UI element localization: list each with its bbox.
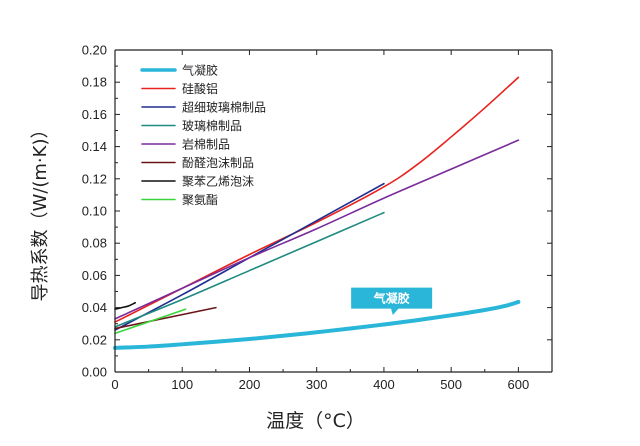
legend-label: 气凝胶 <box>182 63 218 78</box>
legend-label: 硅酸铝 <box>182 81 218 96</box>
axes-layer: 0 100 200 300 400 500 600 0.00 0.02 0.04 0.06 0.08 0… <box>82 43 553 392</box>
x-tick-label: 400 <box>373 377 395 392</box>
x-tick-label: 600 <box>508 377 530 392</box>
annotation-layer: 气凝胶 <box>350 286 434 318</box>
y-tick-label: 0.02 <box>82 332 107 347</box>
y-axis-title: 导热系数（W/(m·K)） <box>30 121 51 302</box>
y-tick-label: 0.08 <box>82 236 107 251</box>
y-tick-label: 0.10 <box>82 204 107 219</box>
series-layer <box>113 76 521 350</box>
y-tick-label: 0.18 <box>82 75 107 90</box>
y-tick-label: 0.06 <box>82 268 107 283</box>
legend-label: 岩棉制品 <box>182 137 230 152</box>
legend-label: 聚苯乙烯泡沫 <box>182 175 254 189</box>
y-tick-label: 0.00 <box>82 365 107 380</box>
annotation-callout-box <box>350 286 434 318</box>
y-tick-label: 0.04 <box>82 300 107 315</box>
y-tick-label: 0.20 <box>82 43 107 58</box>
series-line-4 <box>114 139 520 320</box>
legend-label: 超细玻璃棉制品 <box>182 100 266 115</box>
axis-titles: 温度（°C） 导热系数（W/(m·K)） <box>30 121 365 432</box>
series-line-0 <box>113 299 521 350</box>
legend-label: 酚醛泡沫制品 <box>182 155 254 170</box>
y-tick-label: 0.16 <box>82 107 107 122</box>
series-line-3 <box>114 211 385 328</box>
legend-label: 玻璃棉制品 <box>182 119 242 133</box>
series-line-7 <box>114 308 187 335</box>
x-tick-label: 200 <box>239 377 261 392</box>
legend-label: 聚氨酯 <box>182 193 218 207</box>
y-tick-label: 0.14 <box>82 139 107 154</box>
x-axis-title: 温度（°C） <box>266 410 365 432</box>
y-tick-label: 0.12 <box>82 171 107 186</box>
x-tick-label: 300 <box>306 377 328 392</box>
series-line-5 <box>114 306 217 330</box>
x-tick-label: 0 <box>111 377 118 392</box>
x-tick-label: 500 <box>440 377 462 392</box>
x-tick-label: 100 <box>171 377 193 392</box>
annotation-label: 气凝胶 <box>373 291 410 306</box>
series-line-6 <box>114 301 136 311</box>
